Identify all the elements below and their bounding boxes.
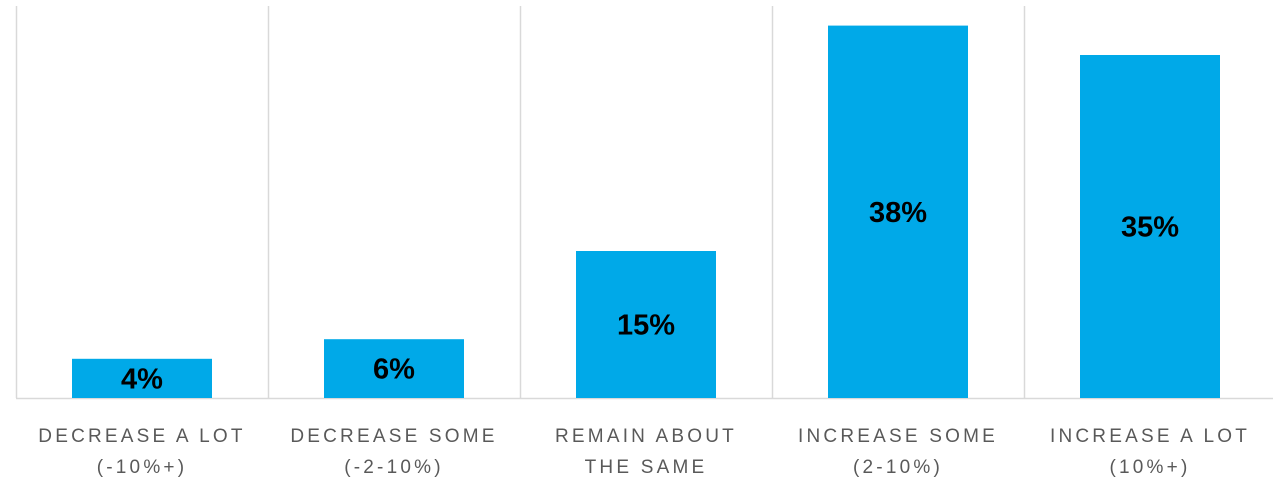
bar-layer [72,25,1220,398]
bar [72,358,212,398]
bar [1080,55,1220,398]
data-label: 35% [1121,212,1179,244]
category-tick-label: DECREASE SOME [290,426,497,447]
bar [828,25,968,398]
grid-layer [15,6,1273,400]
category-tick-label: (-2-10%) [344,457,444,478]
category-tick-label: (10%+) [1110,457,1191,478]
category-tick-label: INCREASE SOME [798,426,998,447]
category-tick-label: DECREASE A LOT [38,426,245,447]
data-label: 4% [121,363,163,395]
data-label: 6% [373,354,415,386]
category-tick-label: (2-10%) [853,457,943,478]
data-label-layer: 4% 6% 15% 38% 35% [121,197,1179,396]
data-label: 38% [869,197,927,229]
category-tick-label: (-10%+) [97,457,188,478]
data-label: 15% [617,310,675,342]
category-tick-label: INCREASE A LOT [1050,426,1250,447]
category-label-layer: DECREASE A LOT (-10%+) DECREASE SOME (-2-10… [38,426,1250,478]
category-tick-label: REMAIN ABOUT [555,426,737,447]
bar [576,251,716,398]
category-tick-label: THE SAME [585,457,708,478]
bar [324,339,464,398]
